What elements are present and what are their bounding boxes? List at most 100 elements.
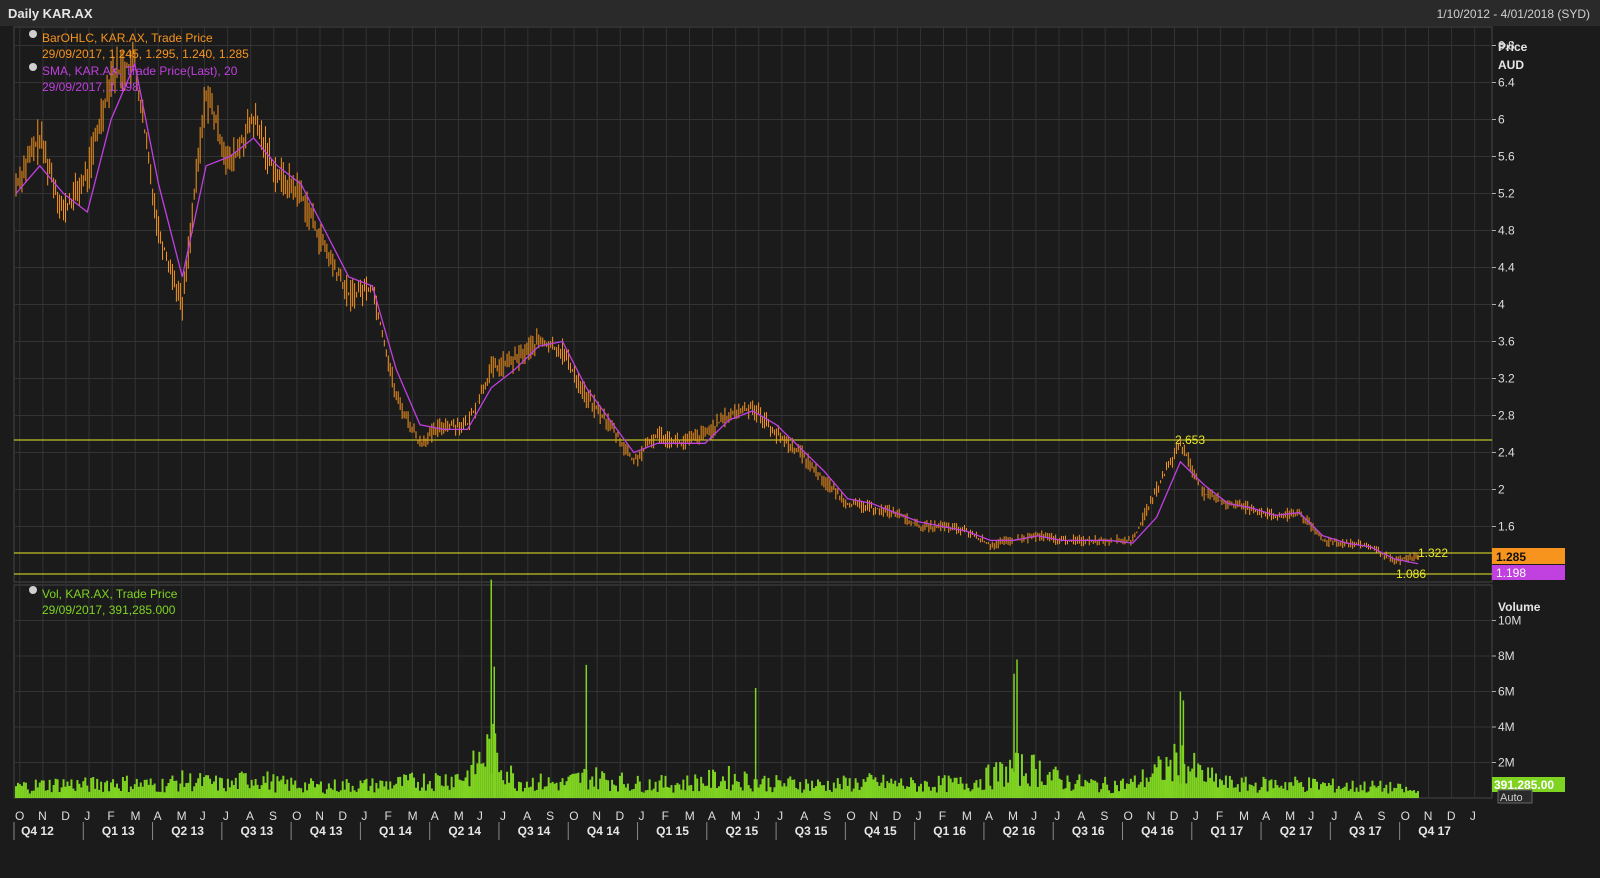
month-label: N (1424, 809, 1433, 823)
quarter-label: Q4 16 (1141, 824, 1174, 838)
month-label: M (962, 809, 972, 823)
volume-tick-label: 2M (1498, 756, 1515, 770)
month-label: A (985, 809, 993, 823)
auto-scale-button[interactable] (1497, 789, 1533, 804)
month-label: A (1262, 809, 1270, 823)
quarter-label: Q2 13 (171, 824, 204, 838)
price-tick-label: 2.4 (1498, 446, 1515, 460)
grid (14, 27, 1492, 798)
quarter-label: Q1 14 (379, 824, 412, 838)
month-label: A (523, 809, 531, 823)
volume-tick-label: 10M (1498, 614, 1521, 628)
month-label: J (1331, 809, 1337, 823)
quarter-label: Q3 16 (1072, 824, 1105, 838)
month-label: J (84, 809, 90, 823)
month-label: D (61, 809, 70, 823)
price-tick-label: 2.8 (1498, 409, 1515, 423)
volume-legend: Vol, KAR.AX, Trade Price 29/09/2017, 391… (29, 586, 178, 617)
price-legend-title: BarOHLC, KAR.AX, Trade Price (42, 31, 213, 45)
month-label: M (130, 809, 140, 823)
quarter-label: Q4 12 (21, 824, 54, 838)
month-label: S (269, 809, 277, 823)
month-label: A (708, 809, 716, 823)
month-label: J (477, 809, 483, 823)
legend-collapse-icon[interactable] (29, 63, 37, 71)
month-label: M (408, 809, 418, 823)
quarter-label: Q1 15 (656, 824, 689, 838)
month-label: J (639, 809, 645, 823)
quarter-label: Q3 14 (518, 824, 551, 838)
month-label: J (1308, 809, 1314, 823)
month-label: A (800, 809, 808, 823)
month-label: O (15, 809, 24, 823)
month-label: J (916, 809, 922, 823)
month-label: A (154, 809, 162, 823)
volume-tick-label: 4M (1498, 720, 1515, 734)
price-tick-label: 6.4 (1498, 76, 1515, 90)
price-tick-label: 6.8 (1498, 39, 1515, 53)
month-label: N (1147, 809, 1156, 823)
last-sma-badge (1492, 565, 1565, 580)
month-label: J (1470, 809, 1476, 823)
price-legend: BarOHLC, KAR.AX, Trade Price 29/09/2017,… (29, 30, 249, 94)
month-label: A (431, 809, 439, 823)
month-label: M (1239, 809, 1249, 823)
support-resistance-levels: 2.653 1.322 1.086 (14, 433, 1492, 581)
x-axis-strip (14, 800, 1492, 860)
month-label: F (107, 809, 114, 823)
month-label: A (1354, 809, 1362, 823)
month-label: S (1378, 809, 1386, 823)
last-volume-value: 391,285.00 (1494, 778, 1554, 792)
quarter-label: Q4 15 (864, 824, 897, 838)
month-label: M (731, 809, 741, 823)
quarter-label: Q3 13 (240, 824, 273, 838)
month-label: F (1216, 809, 1223, 823)
volume-legend-title: Vol, KAR.AX, Trade Price (42, 587, 178, 601)
month-label: J (200, 809, 206, 823)
quarter-label: Q1 16 (933, 824, 966, 838)
month-label: J (777, 809, 783, 823)
month-label: O (1124, 809, 1133, 823)
month-label: O (569, 809, 578, 823)
last-sma-value: 1.198 (1496, 566, 1526, 580)
month-label: S (1100, 809, 1108, 823)
quarter-label: Q4 13 (310, 824, 343, 838)
quarter-label: Q2 15 (725, 824, 758, 838)
quarter-label: Q3 17 (1349, 824, 1382, 838)
month-label: N (38, 809, 47, 823)
volume-axis: Volume 10M 8M 6M 4M 2M (1492, 600, 1541, 770)
price-tick-label: 4.8 (1498, 224, 1515, 238)
month-label: M (685, 809, 695, 823)
month-label: N (315, 809, 324, 823)
month-label: D (1170, 809, 1179, 823)
month-label: S (546, 809, 554, 823)
price-tick-label: 6 (1498, 113, 1505, 127)
sma-line (15, 61, 1419, 565)
month-label: N (869, 809, 878, 823)
chart-title: Daily KAR.AX (8, 6, 93, 21)
quarter-label: Q1 17 (1210, 824, 1243, 838)
month-label: A (1077, 809, 1085, 823)
price-tick-label: 4 (1498, 298, 1505, 312)
month-label: S (823, 809, 831, 823)
month-label: F (385, 809, 392, 823)
month-label: D (338, 809, 347, 823)
quarter-label: Q2 17 (1280, 824, 1313, 838)
legend-collapse-icon[interactable] (29, 586, 37, 594)
price-tick-label: 2 (1498, 483, 1505, 497)
legend-collapse-icon[interactable] (29, 30, 37, 38)
price-axis: Price AUD 6.8 6.4 6 5.6 5.2 4.8 4.4 4 3.6 3.2 2.8 2… (1492, 39, 1528, 534)
quarter-label: Q2 14 (448, 824, 481, 838)
quarter-label: Q2 16 (1003, 824, 1036, 838)
month-label: M (1008, 809, 1018, 823)
title-bar (0, 0, 1600, 26)
month-label: M (1285, 809, 1295, 823)
month-label: J (754, 809, 760, 823)
price-tick-label: 4.4 (1498, 261, 1515, 275)
volume-tick-label: 6M (1498, 685, 1515, 699)
price-tick-label: 3.6 (1498, 335, 1515, 349)
month-label: D (615, 809, 624, 823)
month-label: M (454, 809, 464, 823)
